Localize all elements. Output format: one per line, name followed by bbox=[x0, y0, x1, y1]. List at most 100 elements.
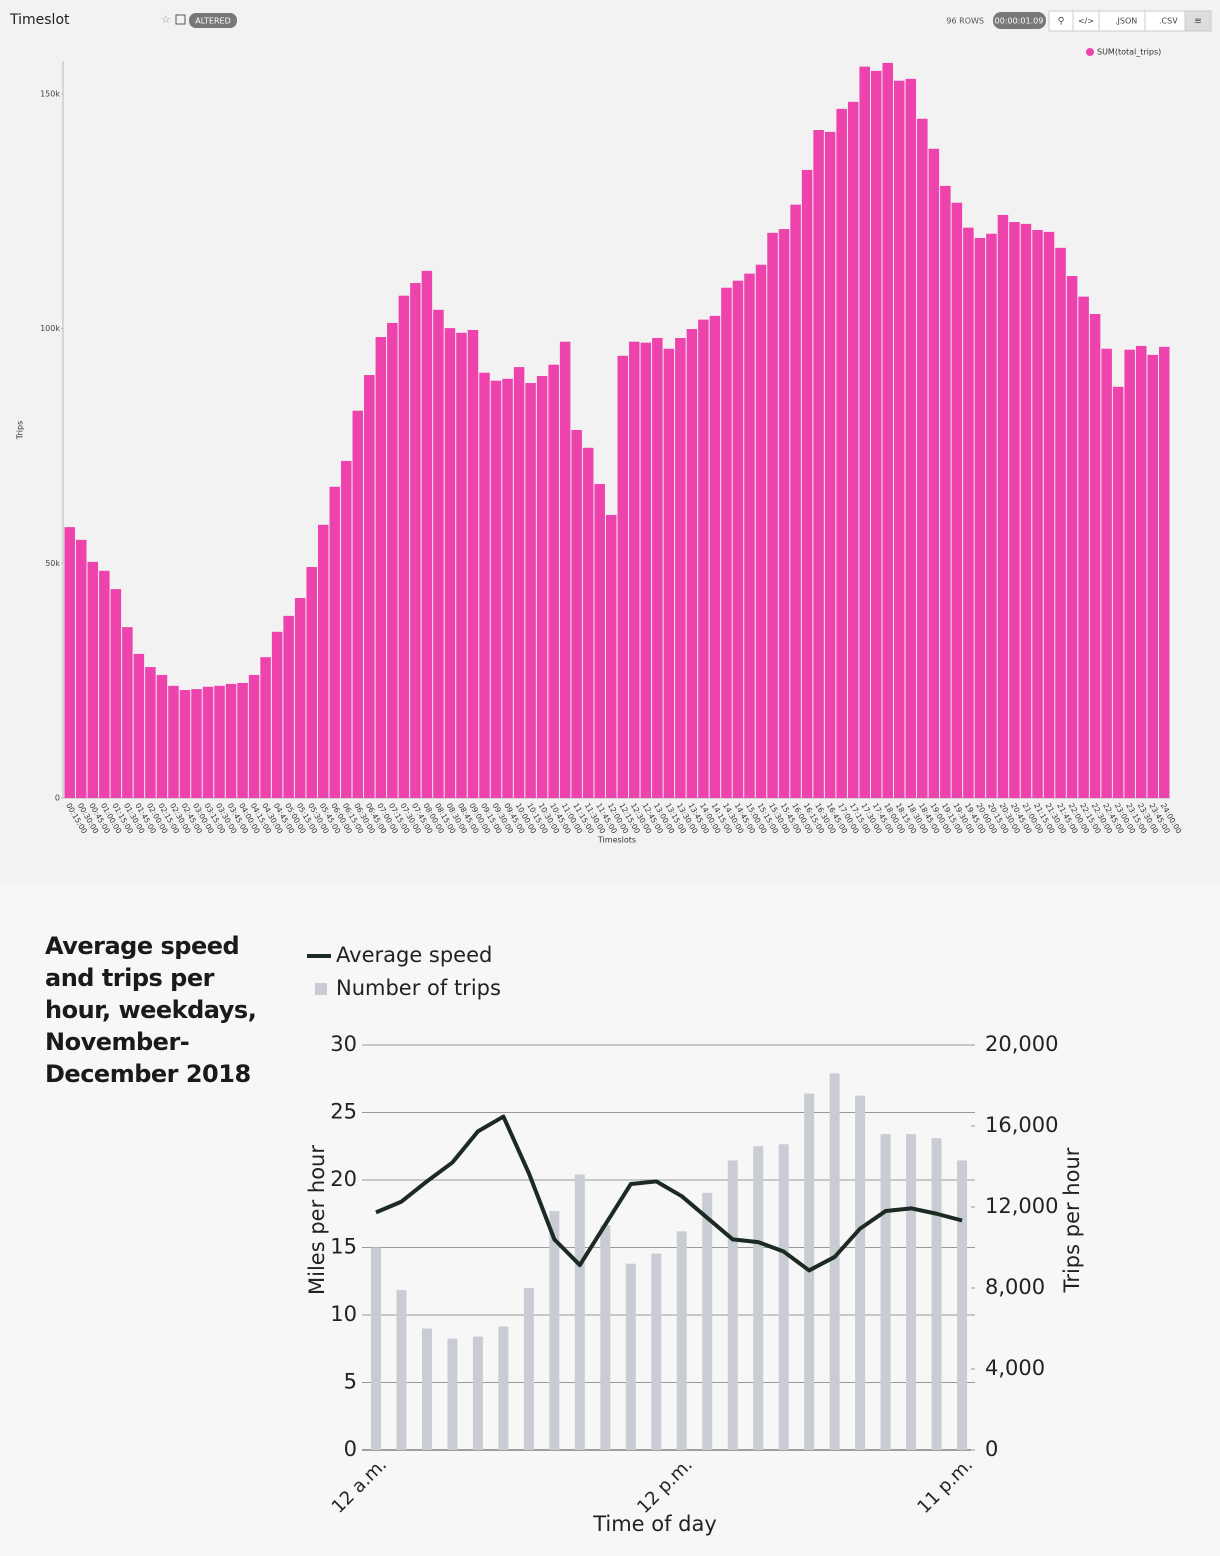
bar bbox=[732, 280, 744, 798]
bar bbox=[99, 570, 110, 798]
bar bbox=[829, 1073, 840, 1450]
bar bbox=[663, 348, 675, 798]
line bbox=[375, 1114, 963, 1273]
bar bbox=[179, 690, 191, 798]
bar bbox=[122, 627, 133, 798]
y-axis-title: Trips bbox=[16, 421, 25, 440]
star-icon[interactable]: ☆ bbox=[161, 13, 171, 26]
bar bbox=[855, 1095, 866, 1450]
bar bbox=[433, 309, 444, 798]
bar bbox=[859, 66, 870, 798]
y-tick-label: 15 bbox=[330, 1235, 357, 1259]
bar bbox=[490, 380, 502, 798]
bar bbox=[778, 1144, 789, 1450]
bar bbox=[824, 131, 836, 799]
legend-marker bbox=[315, 983, 327, 995]
edit-icon[interactable] bbox=[175, 14, 186, 25]
bar bbox=[1032, 229, 1043, 798]
bar bbox=[133, 653, 145, 798]
bar bbox=[790, 204, 801, 798]
bar bbox=[421, 1328, 432, 1450]
link-icon: ⚲ bbox=[1058, 17, 1065, 27]
bar bbox=[836, 108, 847, 798]
bar bbox=[110, 589, 122, 798]
timer-badge bbox=[993, 12, 1046, 29]
bar bbox=[456, 332, 467, 798]
chart-title: Average speed and trips per hour, weekda… bbox=[45, 932, 257, 1088]
bar bbox=[329, 486, 340, 798]
y-axis-title: Miles per hour bbox=[305, 1145, 329, 1295]
bar bbox=[813, 130, 824, 798]
y-tick-label: 20 bbox=[330, 1167, 357, 1191]
bar bbox=[931, 1138, 942, 1450]
bar bbox=[479, 372, 490, 798]
bar bbox=[574, 1174, 585, 1450]
bar bbox=[880, 1134, 891, 1450]
bar bbox=[951, 202, 963, 799]
row-count: 96 ROWS bbox=[946, 17, 984, 26]
y2-tick-label: 8,000 bbox=[985, 1275, 1045, 1299]
bar bbox=[548, 364, 559, 798]
bar bbox=[271, 631, 283, 798]
bar bbox=[709, 315, 721, 798]
bar bbox=[364, 375, 375, 798]
bar bbox=[549, 1211, 560, 1450]
bar bbox=[605, 514, 617, 798]
bar bbox=[594, 483, 605, 798]
bar bbox=[1101, 348, 1112, 798]
y-tick-label: 5 bbox=[344, 1370, 357, 1394]
bar bbox=[341, 460, 352, 798]
bar bbox=[145, 667, 156, 798]
bar bbox=[225, 683, 237, 798]
bar bbox=[640, 342, 652, 798]
bar bbox=[686, 329, 698, 798]
bar bbox=[727, 1160, 738, 1450]
legend-marker bbox=[1086, 48, 1094, 56]
bar bbox=[248, 675, 260, 798]
bar bbox=[398, 295, 410, 798]
bar bbox=[1066, 275, 1078, 799]
badge bbox=[189, 13, 237, 28]
bar bbox=[1009, 222, 1020, 799]
bar bbox=[629, 341, 640, 798]
bar bbox=[767, 232, 778, 799]
panel-title: Timeslot bbox=[9, 12, 70, 28]
bar bbox=[625, 1263, 636, 1450]
badge-text: ALTERED bbox=[195, 17, 231, 26]
bar bbox=[498, 1326, 509, 1450]
bar bbox=[963, 227, 974, 799]
bar bbox=[64, 527, 76, 798]
bar bbox=[352, 410, 364, 798]
y-tick-label: 0 bbox=[344, 1437, 357, 1461]
bar bbox=[957, 1160, 968, 1450]
bar bbox=[744, 273, 755, 798]
menu-button[interactable] bbox=[1184, 10, 1212, 32]
bar bbox=[513, 367, 525, 798]
bar bbox=[536, 375, 548, 798]
bar bbox=[237, 682, 248, 798]
menu-icon: ≡ bbox=[1194, 17, 1202, 27]
bar bbox=[905, 78, 917, 799]
y-tick-label: 50k bbox=[45, 559, 60, 568]
bar bbox=[582, 447, 594, 798]
bar bbox=[447, 1338, 458, 1450]
bar bbox=[906, 1134, 917, 1450]
bar bbox=[755, 264, 767, 798]
bar bbox=[76, 539, 87, 798]
y2-tick-label: 4,000 bbox=[985, 1356, 1045, 1380]
x-axis-title: Timeslots bbox=[597, 836, 636, 845]
bar bbox=[721, 287, 732, 798]
y-tick-label: 0 bbox=[55, 794, 60, 803]
y-tick-label: 150k bbox=[40, 89, 60, 98]
bar bbox=[1124, 349, 1135, 798]
bar bbox=[986, 233, 997, 799]
bar bbox=[997, 214, 1009, 798]
y2-tick-label: 16,000 bbox=[985, 1113, 1058, 1137]
bar bbox=[375, 337, 387, 798]
bar bbox=[467, 329, 479, 798]
bar bbox=[676, 1231, 687, 1450]
bar bbox=[523, 1288, 534, 1450]
bar bbox=[652, 337, 663, 798]
bar bbox=[502, 378, 513, 798]
